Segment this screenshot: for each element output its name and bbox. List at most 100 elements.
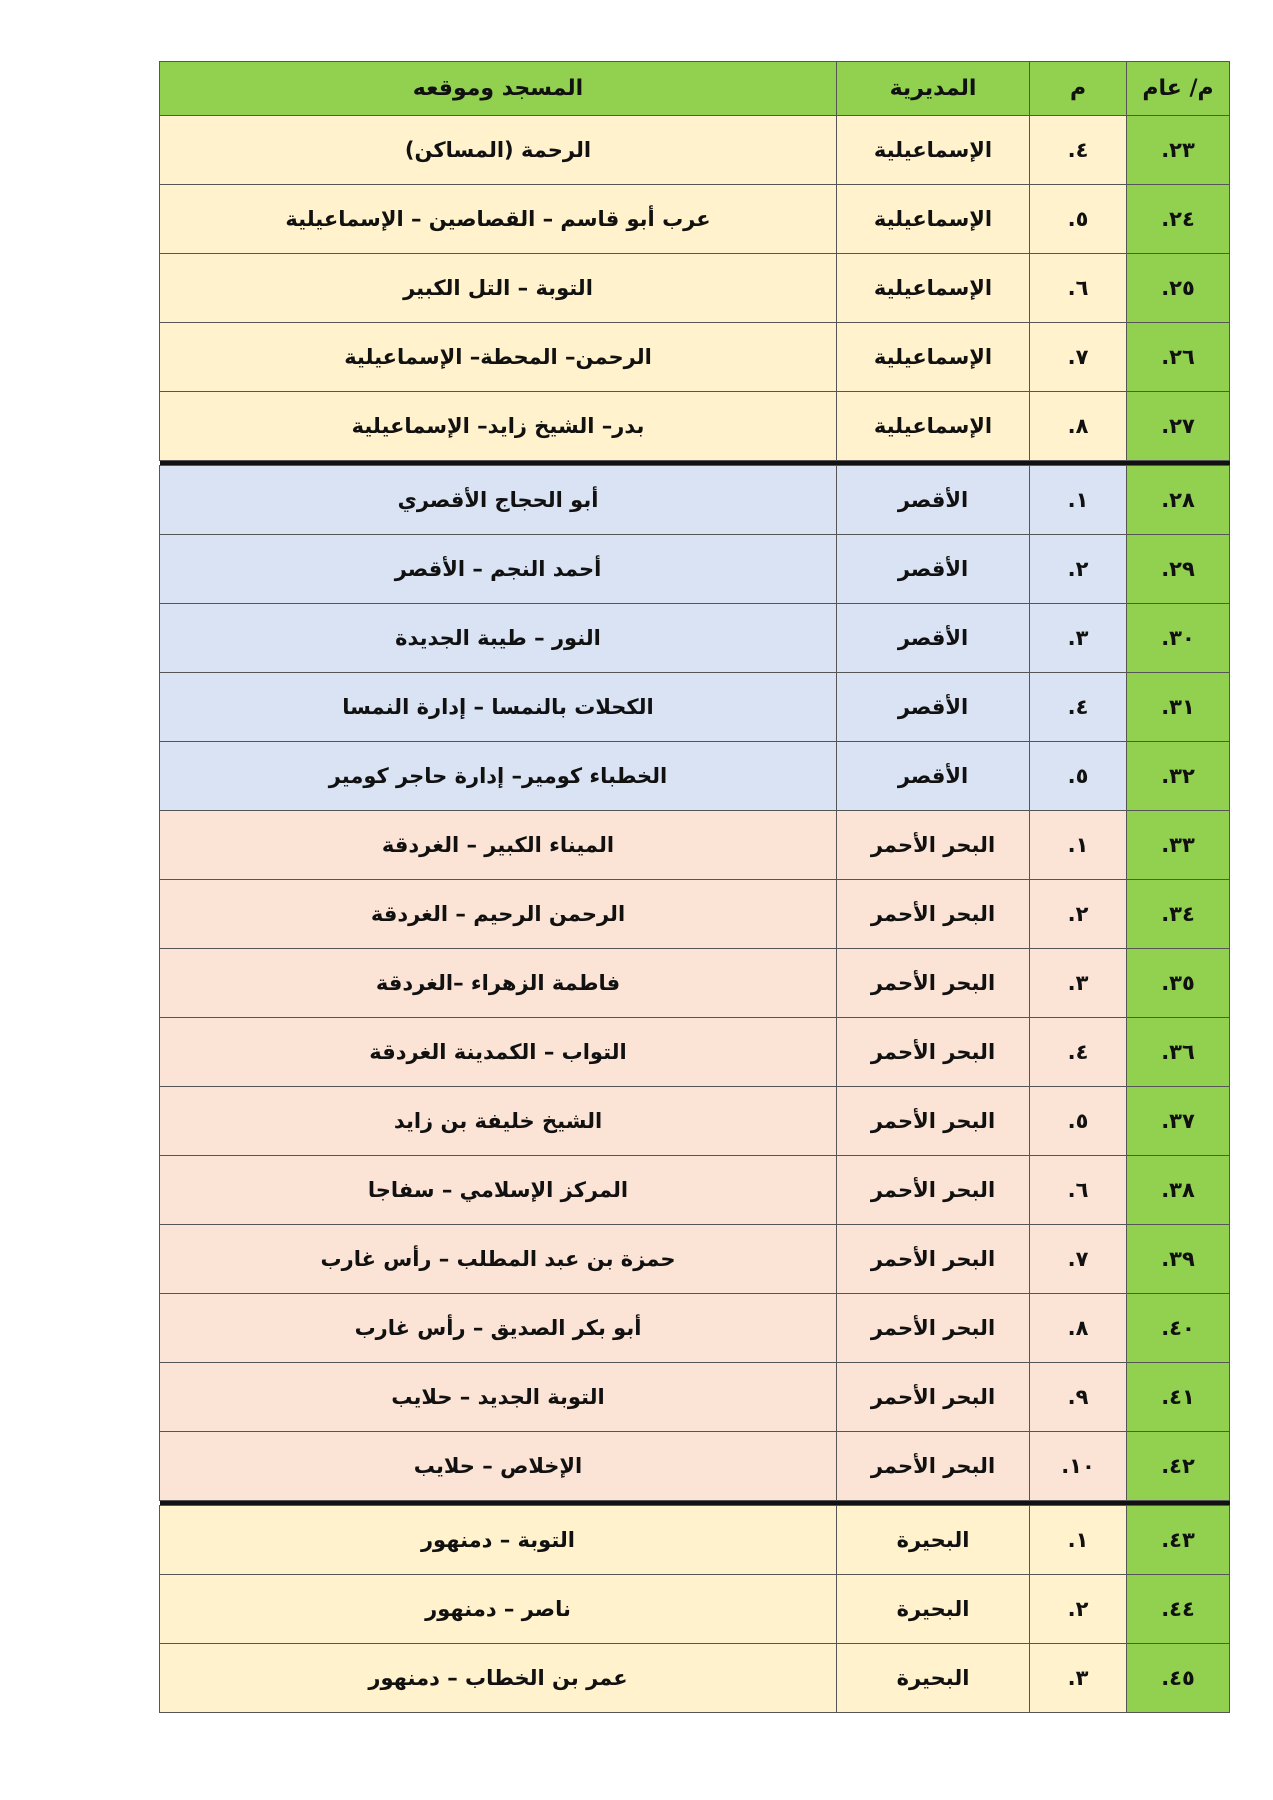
mosque-cell: الميناء الكبير – الغردقة	[159, 810, 837, 880]
mosque-cell: عرب أبو قاسم – القصاصين – الإسماعيلية	[159, 184, 837, 254]
directorate-cell: الإسماعيلية	[836, 115, 1030, 185]
general-no-cell: ٢٦.	[1126, 322, 1230, 392]
mosque-cell: أبو بكر الصديق – رأس غارب	[159, 1293, 837, 1363]
directorate-cell: البحيرة	[836, 1505, 1030, 1575]
group-separator	[159, 460, 1230, 466]
separator-line	[159, 460, 1230, 466]
mosque-cell: فاطمة الزهراء –الغردقة	[159, 948, 837, 1018]
no-cell: ١.	[1029, 465, 1127, 535]
directorate-cell: البحر الأحمر	[836, 1086, 1030, 1156]
directorate-cell: الأقصر	[836, 534, 1030, 604]
directorate-cell: الإسماعيلية	[836, 322, 1030, 392]
table-row: ٤٣. ١. البحيرة التوبة – دمنهور	[159, 1505, 1230, 1575]
mosque-cell: الرحمن– المحطة– الإسماعيلية	[159, 322, 837, 392]
general-no-cell: ٣٤.	[1126, 879, 1230, 949]
general-no-cell: ٢٩.	[1126, 534, 1230, 604]
mosque-cell: الكحلات بالنمسا – إدارة النمسا	[159, 672, 837, 742]
mosque-cell: بدر– الشيخ زايد– الإسماعيلية	[159, 391, 837, 461]
mosque-cell: الشيخ خليفة بن زايد	[159, 1086, 837, 1156]
table-row: ٢٩. ٢. الأقصر أحمد النجم – الأقصر	[159, 534, 1230, 604]
no-cell: ٢.	[1029, 534, 1127, 604]
header-no: م	[1029, 61, 1127, 116]
no-cell: ١.	[1029, 810, 1127, 880]
directorate-cell: الإسماعيلية	[836, 253, 1030, 323]
directorate-cell: البحر الأحمر	[836, 810, 1030, 880]
table-row: ٢٨. ١. الأقصر أبو الحجاج الأقصري	[159, 465, 1230, 535]
separator-line	[159, 1500, 1230, 1506]
directorate-cell: البحر الأحمر	[836, 1431, 1030, 1501]
header-mosque: المسجد وموقعه	[159, 61, 837, 116]
no-cell: ٣.	[1029, 1643, 1127, 1713]
no-cell: ٣.	[1029, 948, 1127, 1018]
table-row: ٢٦. ٧. الإسماعيلية الرحمن– المحطة– الإسماعي…	[159, 322, 1230, 392]
general-no-cell: ٤٠.	[1126, 1293, 1230, 1363]
mosque-cell: النور – طيبة الجديدة	[159, 603, 837, 673]
directorate-cell: البحر الأحمر	[836, 1155, 1030, 1225]
no-cell: ٢.	[1029, 1574, 1127, 1644]
no-cell: ٧.	[1029, 322, 1127, 392]
group-separator	[159, 1500, 1230, 1506]
general-no-cell: ٢٣.	[1126, 115, 1230, 185]
table-row: ٤٢. ١٠. البحر الأحمر الإخلاص – حلايب	[159, 1431, 1230, 1501]
no-cell: ٢.	[1029, 879, 1127, 949]
mosque-cell: الرحمن الرحيم – الغردقة	[159, 879, 837, 949]
no-cell: ٨.	[1029, 1293, 1127, 1363]
general-no-cell: ٤٤.	[1126, 1574, 1230, 1644]
table-row: ٣١. ٤. الأقصر الكحلات بالنمسا – إدارة النمس…	[159, 672, 1230, 742]
no-cell: ٦.	[1029, 1155, 1127, 1225]
directorate-cell: الإسماعيلية	[836, 184, 1030, 254]
general-no-cell: ٣٣.	[1126, 810, 1230, 880]
no-cell: ٤.	[1029, 1017, 1127, 1087]
header-general-no: م/ عام	[1126, 61, 1230, 116]
no-cell: ٥.	[1029, 184, 1127, 254]
table-row: ٤٥. ٣. البحيرة عمر بن الخطاب – دمنهور	[159, 1643, 1230, 1713]
no-cell: ١٠.	[1029, 1431, 1127, 1501]
directorate-cell: الأقصر	[836, 672, 1030, 742]
no-cell: ٥.	[1029, 741, 1127, 811]
no-cell: ٣.	[1029, 603, 1127, 673]
general-no-cell: ٣٥.	[1126, 948, 1230, 1018]
general-no-cell: ٢٥.	[1126, 253, 1230, 323]
general-no-cell: ٣٦.	[1126, 1017, 1230, 1087]
table-row: ٤٠. ٨. البحر الأحمر أبو بكر الصديق – رأس غا…	[159, 1293, 1230, 1363]
general-no-cell: ٢٧.	[1126, 391, 1230, 461]
table-row: ٣٧. ٥. البحر الأحمر الشيخ خليفة بن زايد	[159, 1086, 1230, 1156]
table-row: ٣٣. ١. البحر الأحمر الميناء الكبير – الغردق…	[159, 810, 1230, 880]
header-row: م/ عام م المديرية المسجد وموقعه	[159, 61, 1230, 116]
table-row: ٤٤. ٢. البحيرة ناصر – دمنهور	[159, 1574, 1230, 1644]
directorate-cell: البحر الأحمر	[836, 948, 1030, 1018]
directorate-cell: الإسماعيلية	[836, 391, 1030, 461]
table-row: ٢٤. ٥. الإسماعيلية عرب أبو قاسم – القصاصين …	[159, 184, 1230, 254]
no-cell: ١.	[1029, 1505, 1127, 1575]
general-no-cell: ٤٢.	[1126, 1431, 1230, 1501]
mosque-cell: الخطباء كومير– إدارة حاجر كومير	[159, 741, 837, 811]
table-row: ٣٤. ٢. البحر الأحمر الرحمن الرحيم – الغردقة	[159, 879, 1230, 949]
header-directorate: المديرية	[836, 61, 1030, 116]
mosque-cell: التوبة – التل الكبير	[159, 253, 837, 323]
mosque-cell: التواب – الكمدينة الغردقة	[159, 1017, 837, 1087]
directorate-cell: البحر الأحمر	[836, 1224, 1030, 1294]
general-no-cell: ٢٨.	[1126, 465, 1230, 535]
table-row: ٣٥. ٣. البحر الأحمر فاطمة الزهراء –الغردقة	[159, 948, 1230, 1018]
mosque-cell: عمر بن الخطاب – دمنهور	[159, 1643, 837, 1713]
directorate-cell: البحيرة	[836, 1574, 1030, 1644]
mosque-cell: المركز الإسلامي – سفاجا	[159, 1155, 837, 1225]
no-cell: ٨.	[1029, 391, 1127, 461]
general-no-cell: ٤١.	[1126, 1362, 1230, 1432]
directorate-cell: الأقصر	[836, 465, 1030, 535]
table-row: ٢٣. ٤. الإسماعيلية الرحمة (المساكن)	[159, 115, 1230, 185]
directorate-cell: البحر الأحمر	[836, 1017, 1030, 1087]
directorate-cell: البحيرة	[836, 1643, 1030, 1713]
mosque-cell: التوبة – دمنهور	[159, 1505, 837, 1575]
no-cell: ٩.	[1029, 1362, 1127, 1432]
general-no-cell: ٣٨.	[1126, 1155, 1230, 1225]
mosques-table: م/ عام م المديرية المسجد وموقعه ٢٣. ٤. الإ…	[159, 61, 1230, 1713]
general-no-cell: ٢٤.	[1126, 184, 1230, 254]
table-row: ٢٧. ٨. الإسماعيلية بدر– الشيخ زايد– الإسماع…	[159, 391, 1230, 461]
mosque-cell: أبو الحجاج الأقصري	[159, 465, 837, 535]
general-no-cell: ٣٧.	[1126, 1086, 1230, 1156]
no-cell: ٤.	[1029, 115, 1127, 185]
no-cell: ٦.	[1029, 253, 1127, 323]
table-row: ٢٥. ٦. الإسماعيلية التوبة – التل الكبير	[159, 253, 1230, 323]
table-row: ٣٠. ٣. الأقصر النور – طيبة الجديدة	[159, 603, 1230, 673]
